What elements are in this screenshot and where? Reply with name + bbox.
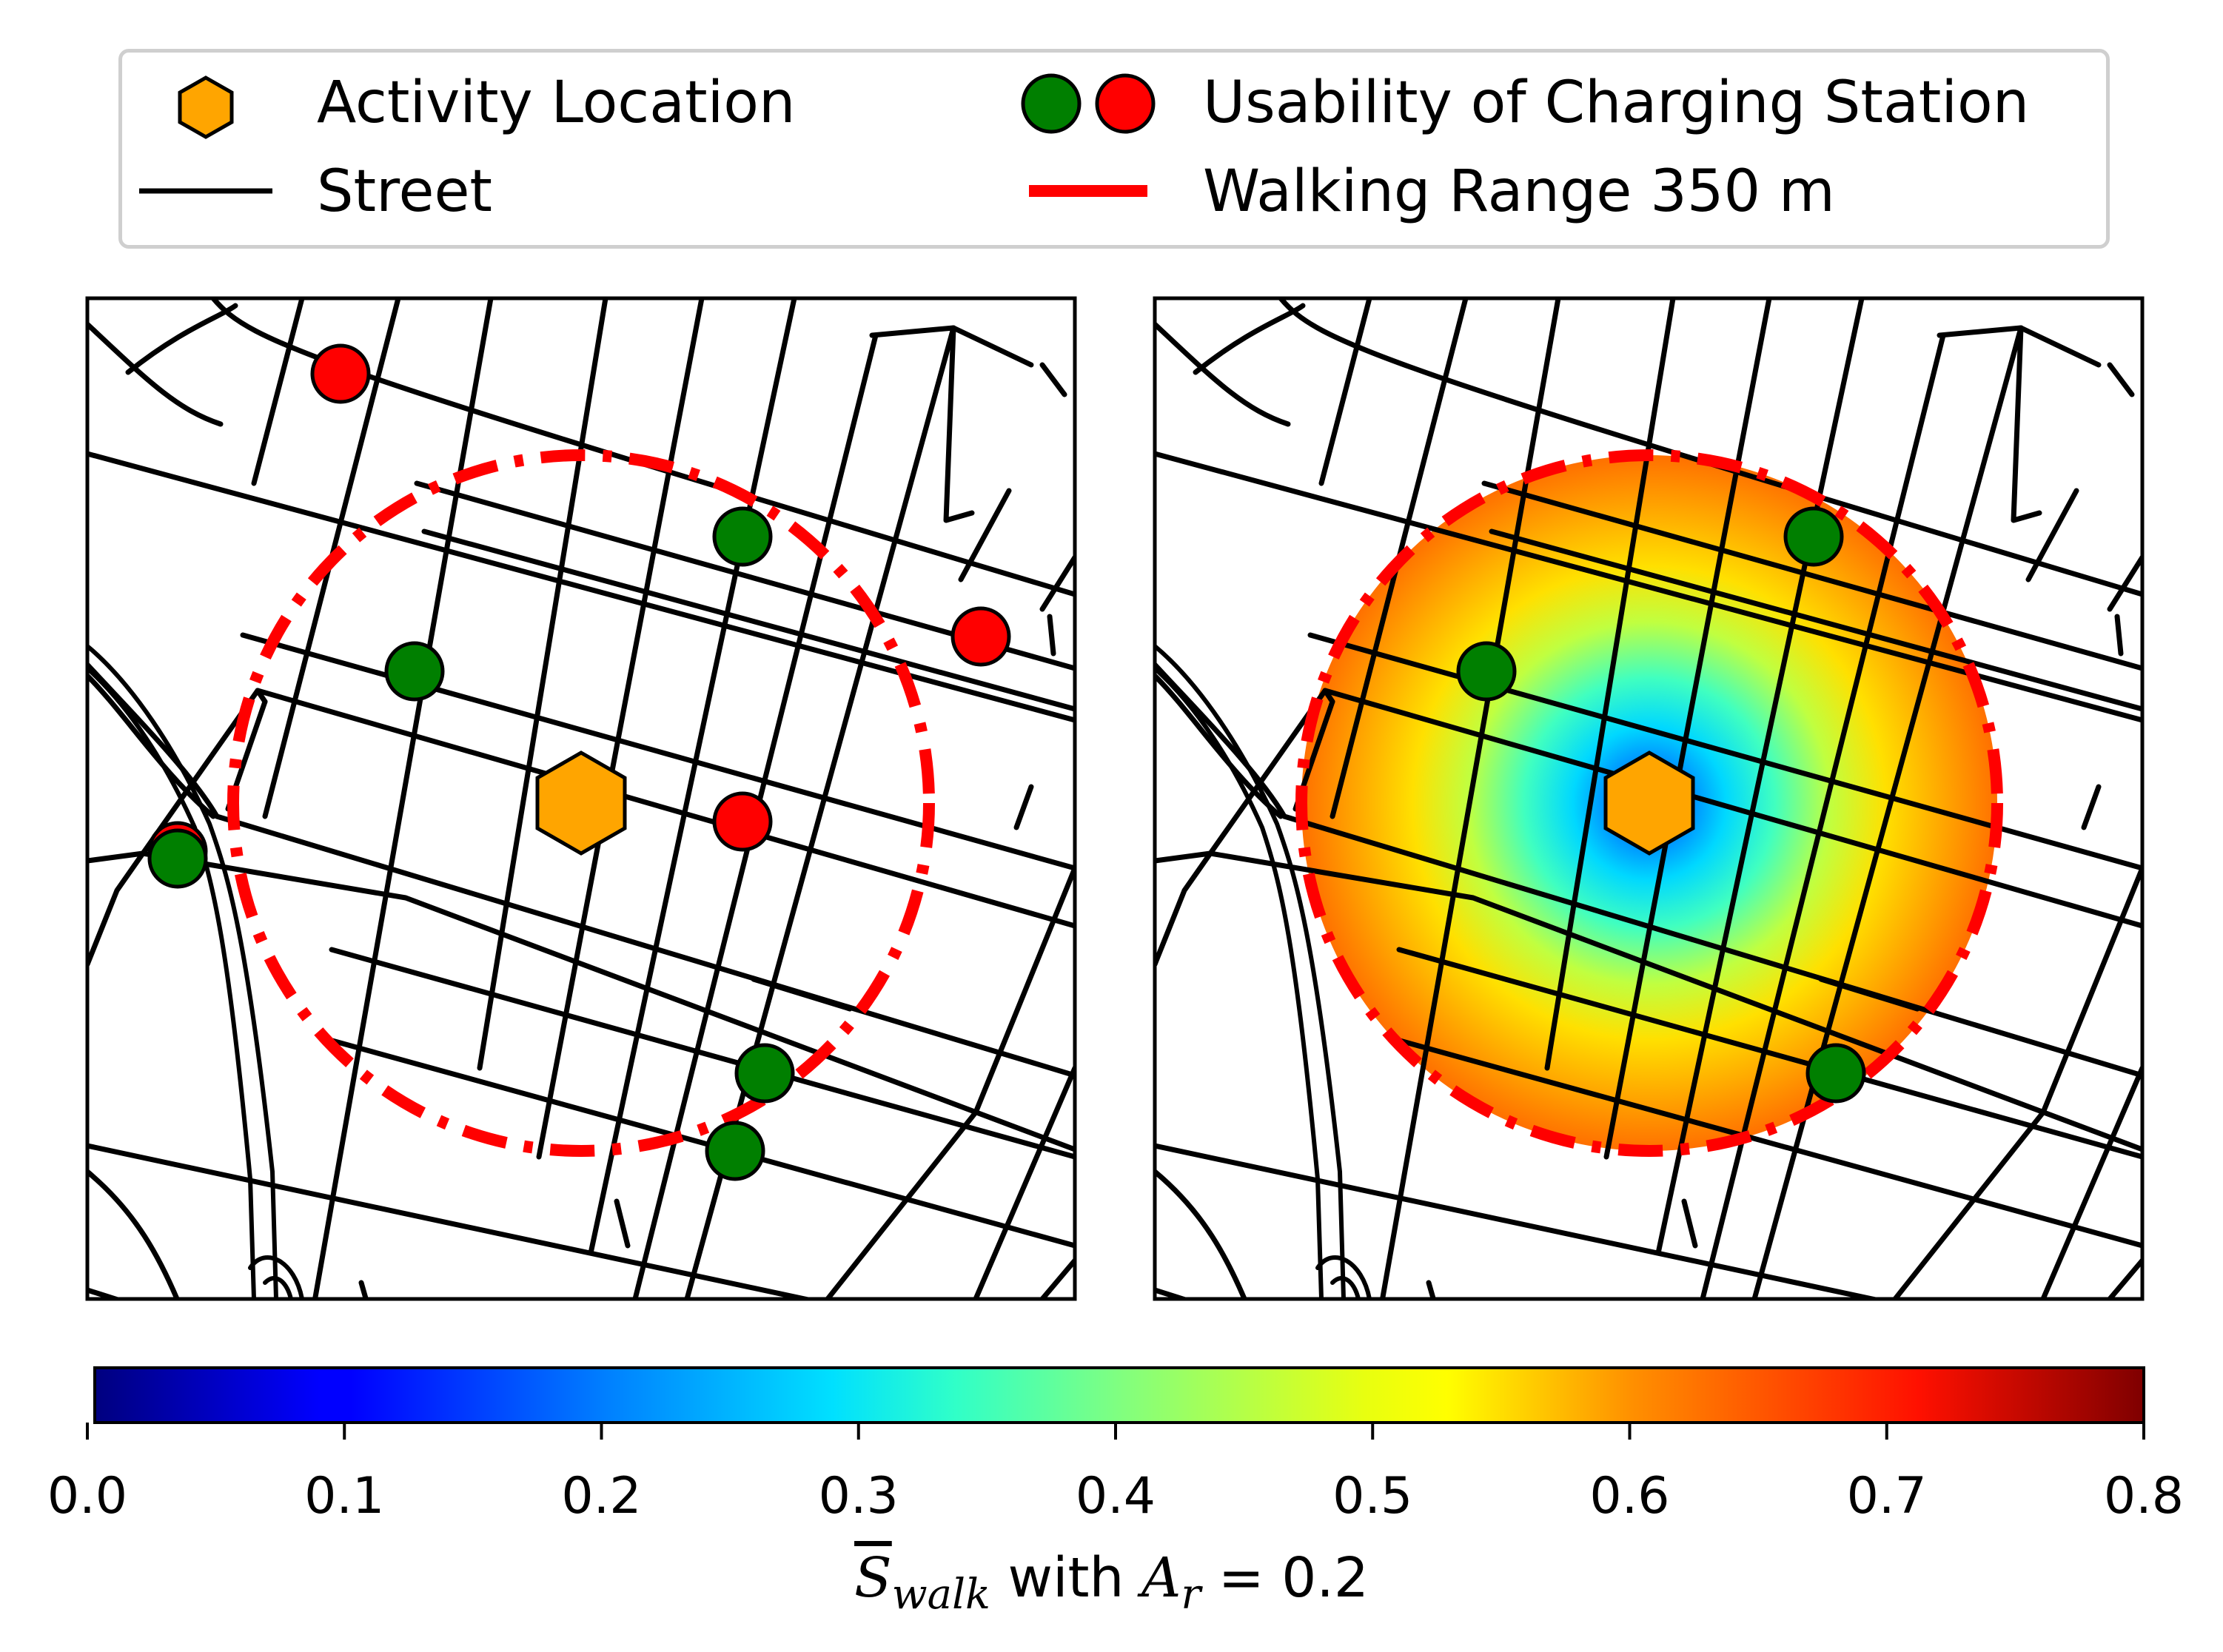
- charging-station-red: [712, 791, 773, 852]
- walking-range-circle-right: [1295, 449, 2003, 1157]
- colorbar-title-a-sub: r: [1181, 1570, 1201, 1619]
- charging-station-green: [1456, 641, 1517, 702]
- colorbar-title-s: S: [854, 1546, 892, 1610]
- charging-station-green: [734, 1043, 795, 1104]
- charging-station-red: [310, 343, 371, 404]
- walking-range-circle-left: [227, 449, 935, 1157]
- charging-station-green: [712, 506, 773, 567]
- right-map-frame: [1153, 296, 2145, 1301]
- charging-station-green: [384, 641, 445, 702]
- street-network-left: [87, 298, 1075, 1538]
- colorbar-tick-label: 0.3: [818, 1467, 899, 1525]
- right-map-panel: [1153, 296, 2145, 1301]
- activity-location-right: [1603, 751, 1695, 856]
- charging-station-green: [1783, 506, 1844, 567]
- charging-station-red: [950, 606, 1011, 667]
- colorbar-tick-label: 0.8: [2103, 1467, 2185, 1525]
- legend-activity-label: Activity Location: [317, 70, 796, 136]
- colorbar-tick-label: 0.7: [1846, 1467, 1927, 1525]
- charging-station-green: [147, 828, 208, 889]
- activity-location-left: [535, 751, 627, 856]
- left-map-panel: [85, 296, 1077, 1538]
- colorbar-title-sub: walk: [891, 1570, 990, 1619]
- colorbar-tick-label: 0.4: [1075, 1467, 1156, 1525]
- legend-hexagon-icon: [178, 75, 234, 139]
- left-map-frame: [85, 296, 1077, 1301]
- legend-usability-label: Usability of Charging Station: [1203, 70, 2030, 136]
- colorbar-tick-label: 0.2: [561, 1467, 642, 1525]
- legend-red-station-icon: [1095, 73, 1156, 134]
- legend-walking-range-label: Walking Range 350 m: [1203, 158, 1835, 225]
- legend-street-label: Street: [317, 158, 493, 225]
- charging-station-green: [1805, 1043, 1866, 1104]
- colorbar-tick-label: 0.6: [1589, 1467, 1670, 1525]
- colorbar-tick-label: 0.5: [1332, 1467, 1413, 1525]
- colorbar-tick-label: 0.1: [304, 1467, 385, 1525]
- colorbar-title: Swalk with Ar = 0.2: [0, 1551, 2223, 1616]
- colorbar: [93, 1366, 2145, 1424]
- colorbar-title-mid: with: [990, 1546, 1141, 1610]
- colorbar-tick-label: 0.0: [47, 1467, 128, 1525]
- charging-station-green: [705, 1121, 765, 1181]
- legend-green-station-icon: [1021, 73, 1082, 134]
- colorbar-title-a: A: [1141, 1546, 1181, 1610]
- colorbar-ticks: [86, 1423, 2145, 1440]
- colorbar-title-eq: = 0.2: [1201, 1546, 1369, 1610]
